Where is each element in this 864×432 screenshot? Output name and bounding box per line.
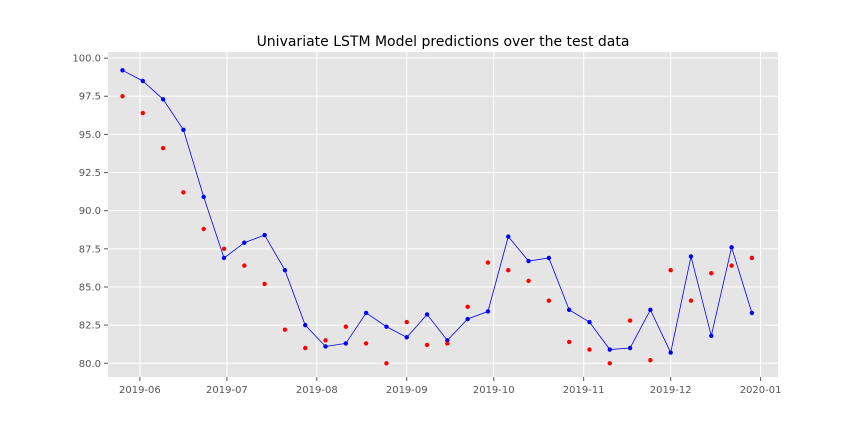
data-point (384, 324, 389, 329)
y-tick-label: 100.0 (72, 54, 101, 65)
series-1 (120, 68, 755, 355)
grid (108, 52, 778, 377)
data-point (303, 345, 308, 351)
x-axis: 2019-06 2019-07 2019-08 2019-09 2019-10 2019-… (119, 377, 781, 396)
y-tick-label: 95.0 (79, 130, 101, 141)
data-point (181, 127, 186, 133)
data-point (221, 255, 227, 261)
data-point (729, 263, 734, 268)
data-point (282, 267, 288, 273)
data-point (627, 318, 633, 323)
data-point (526, 278, 531, 284)
data-point (648, 307, 653, 313)
data-point (343, 341, 349, 346)
data-point (465, 304, 470, 310)
data-point (546, 255, 552, 261)
data-point (668, 350, 673, 355)
data-point (749, 310, 755, 316)
data-point (485, 309, 491, 314)
x-tick-label: 2019-06 (119, 385, 161, 396)
data-point (506, 267, 511, 273)
data-point (404, 335, 409, 340)
data-point (688, 298, 694, 303)
y-tick-label: 80.0 (79, 359, 101, 370)
data-point (607, 361, 612, 366)
x-tick-label: 2019-12 (650, 385, 692, 396)
data-point (709, 333, 714, 338)
data-point (363, 341, 369, 346)
chart-title: Univariate LSTM Model predictions over t… (257, 34, 630, 50)
y-tick-label: 92.5 (79, 168, 101, 179)
y-tick-label: 87.5 (79, 244, 101, 255)
x-tick-label: 2019-11 (563, 385, 605, 396)
data-point (749, 255, 755, 261)
data-point (445, 338, 450, 343)
y-tick-label: 90.0 (79, 206, 101, 217)
data-point (282, 327, 288, 332)
data-point (566, 339, 572, 345)
data-point (262, 281, 267, 287)
data-point (607, 347, 612, 352)
data-point (323, 344, 328, 349)
data-point (526, 258, 531, 264)
data-point (709, 271, 714, 276)
x-tick-label: 2019-09 (386, 385, 428, 396)
data-point (343, 324, 349, 329)
y-axis: 80.0 82.5 85.0 87.5 90.0 92.5 95.0 97.5 100.0 (72, 54, 108, 370)
data-point (120, 68, 125, 73)
data-point (363, 310, 369, 316)
data-point (424, 312, 430, 317)
data-point (587, 319, 592, 325)
data-point (120, 94, 125, 99)
data-point (323, 338, 328, 343)
data-point (242, 263, 247, 268)
x-tick-label: 2019-10 (473, 385, 515, 396)
y-tick-label: 97.5 (79, 92, 101, 103)
data-point (587, 347, 592, 352)
data-point (627, 345, 633, 351)
series-2 (120, 94, 755, 366)
data-point (140, 78, 146, 84)
series-line (122, 69, 753, 354)
plot-area (108, 52, 778, 377)
series-layer (120, 68, 755, 366)
data-point (140, 110, 146, 116)
data-point (465, 316, 470, 322)
data-point (242, 240, 247, 245)
y-tick-label: 85.0 (79, 282, 101, 293)
data-point (384, 361, 389, 366)
data-point (181, 190, 186, 195)
data-point (201, 194, 206, 200)
data-point (546, 298, 552, 303)
data-point (424, 342, 430, 348)
data-point (566, 307, 572, 313)
y-tick-label: 82.5 (79, 321, 101, 332)
data-point (506, 234, 511, 239)
data-point (201, 226, 206, 232)
data-point (648, 358, 653, 363)
data-point (688, 254, 694, 259)
data-point (485, 260, 491, 265)
data-point (221, 246, 227, 252)
data-point (729, 245, 734, 250)
data-point (160, 145, 166, 151)
data-point (668, 267, 673, 273)
data-point (160, 97, 166, 102)
data-point (262, 232, 267, 238)
data-point (303, 322, 308, 328)
data-point (445, 341, 450, 346)
x-tick-label: 2019-08 (296, 385, 338, 396)
x-tick-label: 2020-01 (740, 385, 782, 396)
data-point (404, 319, 409, 325)
x-tick-label: 2019-07 (206, 385, 248, 396)
